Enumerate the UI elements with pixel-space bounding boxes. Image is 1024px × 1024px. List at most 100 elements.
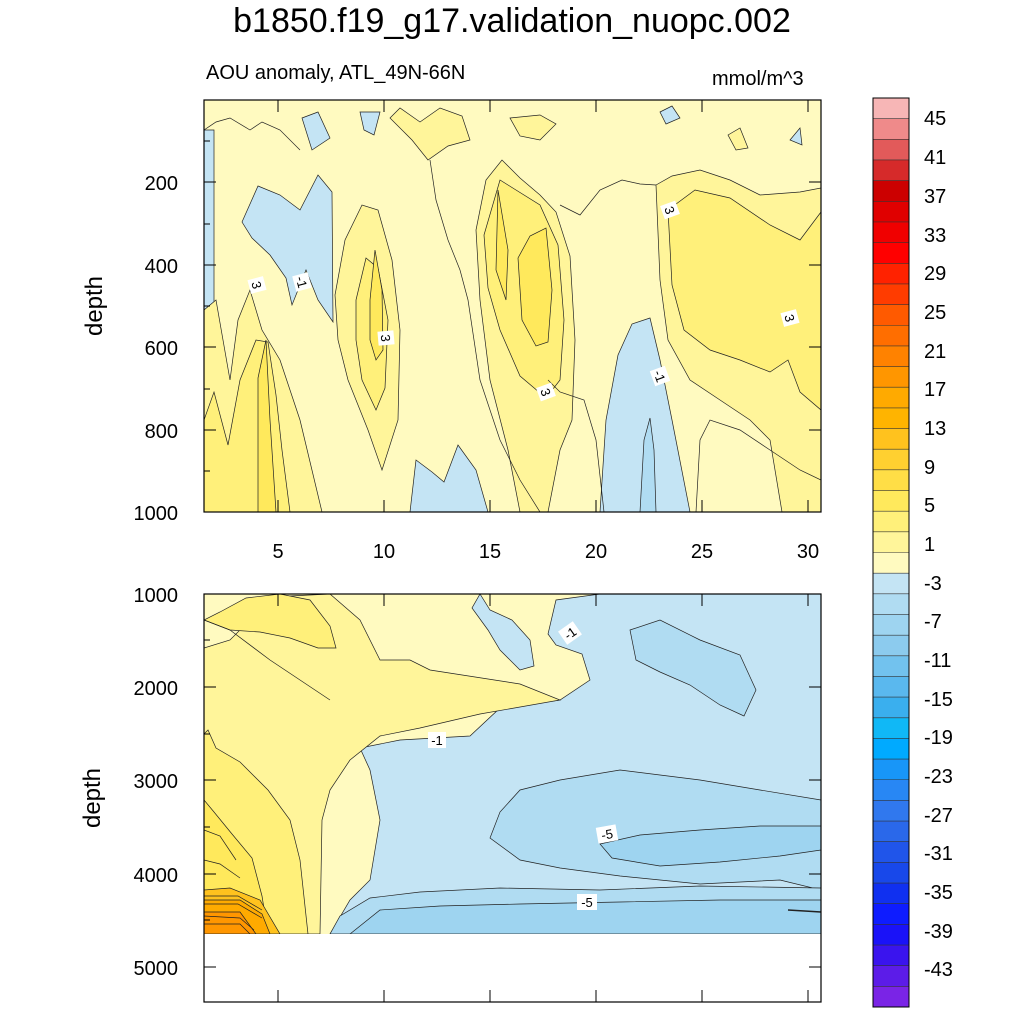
colorbar-label: -11 — [924, 650, 951, 672]
bottom-blue-region — [349, 899, 821, 934]
colorbar-swatch — [873, 593, 909, 615]
colorbar-swatch — [873, 552, 909, 574]
colorbar-swatch — [873, 738, 909, 760]
colorbar-label: -19 — [924, 727, 953, 749]
top-yellow-region — [727, 127, 749, 151]
bottom-y-axis: 1000 2000 3000 4000 5000 — [134, 585, 179, 980]
x-tick-label: 5 — [272, 541, 283, 563]
y-tick-label: 1000 — [134, 503, 179, 525]
colorbar-swatch — [873, 263, 909, 285]
top-blue-region — [599, 317, 691, 512]
colorbar-swatch — [873, 759, 909, 781]
colorbar-swatch — [873, 676, 909, 698]
contour-label: 3 — [378, 334, 394, 343]
colorbar-swatch — [873, 304, 909, 326]
contour-label: 3 — [661, 204, 678, 216]
colorbar-label: 13 — [924, 418, 946, 440]
contour-label: -1 — [293, 275, 310, 290]
bottom-panel: -1 -1 -5 -5 1000 2000 3000 4000 5000 d — [79, 585, 822, 1003]
top-yellow-region — [495, 189, 509, 301]
colorbar-label: -31 — [924, 843, 953, 865]
colorbar-swatch — [873, 159, 909, 182]
top-yellow-region — [509, 114, 557, 141]
colorbar-swatch — [873, 883, 909, 905]
colorbar-swatch — [873, 407, 909, 429]
contour-label: -1 — [431, 733, 443, 748]
top-contour-labels: 3 -1 3 3 -1 3 3 — [247, 200, 800, 402]
contour-label: -1 — [651, 368, 669, 384]
colorbar-label: 5 — [924, 495, 935, 517]
colorbar-swatch — [873, 201, 909, 223]
colorbar-swatch — [873, 118, 909, 140]
y-tick-label: 200 — [145, 173, 178, 195]
colorbar-swatch — [873, 490, 909, 512]
colorbar-swatch — [873, 717, 909, 739]
y-tick-label: 4000 — [134, 865, 179, 887]
bottom-y-axis-title: depth — [79, 768, 106, 828]
left-subtitle: AOU anomaly, ATL_49N-66N — [206, 62, 466, 84]
bottom-ticks — [204, 594, 821, 1002]
bottom-blue-region — [599, 825, 821, 867]
colorbar-swatch — [873, 573, 909, 595]
colorbar-swatch — [873, 614, 909, 636]
top-y-axis: 200 400 600 800 1000 — [134, 173, 179, 525]
contour-label: -5 — [581, 895, 593, 910]
colorbar-label: -23 — [924, 766, 953, 788]
y-tick-label: 2000 — [134, 678, 179, 700]
x-tick-label: 20 — [585, 541, 607, 563]
colorbar-label: 9 — [924, 457, 935, 479]
colorbar-label: 29 — [924, 263, 946, 285]
bottom-yellow-region — [204, 594, 337, 649]
colorbar: 45 41 37 33 29 25 21 17 13 9 5 1 -3 -7 -… — [872, 97, 953, 1008]
y-tick-label: 1000 — [134, 585, 179, 607]
colorbar-swatch — [873, 862, 909, 884]
contour-label: -5 — [600, 826, 614, 843]
top-blue-region — [409, 444, 489, 512]
colorbar-swatch — [873, 635, 909, 657]
colorbar-swatch — [873, 428, 909, 450]
colorbar-label: 41 — [924, 147, 946, 169]
y-tick-label: 400 — [145, 256, 178, 278]
bottom-plot-frame — [203, 593, 822, 1003]
top-blue-region — [639, 417, 657, 512]
colorbar-swatch — [873, 655, 909, 677]
y-tick-label: 3000 — [134, 771, 179, 793]
top-blue-region — [241, 174, 334, 324]
units-label: mmol/m^3 — [712, 68, 804, 90]
colorbar-label: 21 — [924, 341, 946, 363]
colorbar-label: 17 — [924, 379, 946, 401]
y-tick-label: 600 — [145, 338, 178, 360]
colorbar-label: 1 — [924, 534, 935, 556]
colorbar-label: -27 — [924, 805, 953, 827]
colorbar-label: -15 — [924, 689, 953, 711]
bottom-blank-area — [204, 934, 821, 1002]
top-yellow-region — [667, 189, 821, 411]
bottom-blue-region — [471, 594, 535, 671]
colorbar-swatch — [873, 800, 909, 822]
colorbar-label: 33 — [924, 225, 946, 247]
colorbar-swatch — [873, 924, 909, 946]
colorbar-swatch — [873, 779, 909, 801]
top-yellow-region — [389, 107, 471, 161]
colorbar-labels: 45 41 37 33 29 25 21 17 13 9 5 1 -3 -7 -… — [924, 108, 953, 981]
contour-label: 3 — [537, 386, 554, 398]
colorbar-swatch — [873, 98, 909, 120]
colorbar-swatch — [873, 387, 909, 409]
top-ticks — [204, 100, 821, 512]
colorbar-label: 25 — [924, 302, 946, 324]
colorbar-label: -3 — [924, 573, 942, 595]
colorbar-swatch — [873, 697, 909, 719]
top-y-axis-title: depth — [81, 276, 108, 336]
colorbar-swatch — [873, 531, 909, 553]
colorbar-swatch — [873, 469, 909, 491]
bottom-contour-labels: -1 -1 -5 -5 — [428, 621, 619, 910]
top-blue-region — [301, 111, 331, 151]
bottom-yellow-region — [204, 911, 257, 934]
top-blue-region — [659, 105, 681, 125]
colorbar-swatch — [873, 325, 909, 347]
colorbar-swatch — [873, 965, 909, 987]
top-yellow-region — [517, 227, 553, 347]
colorbar-label: -39 — [924, 921, 953, 943]
colorbar-swatch — [873, 366, 909, 388]
contour-label: 3 — [781, 313, 797, 324]
